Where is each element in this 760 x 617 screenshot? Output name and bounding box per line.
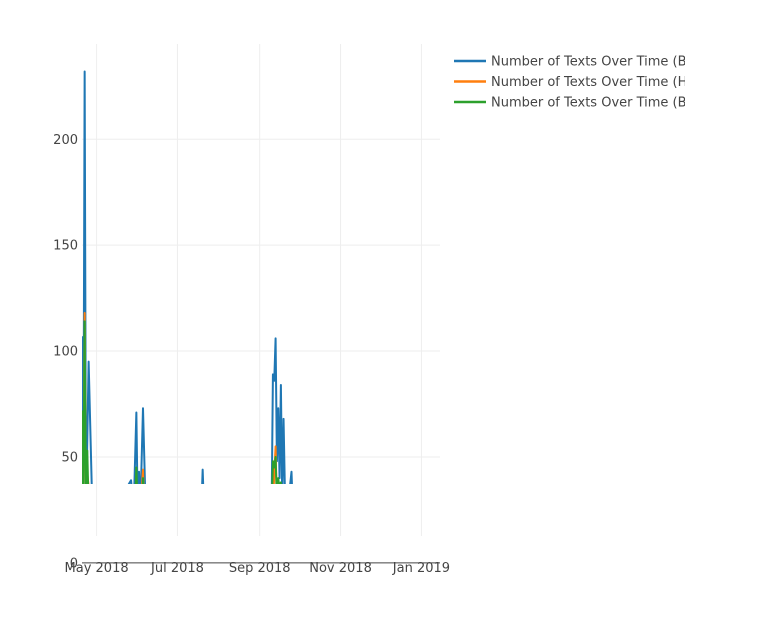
series-line-1 — [82, 70, 293, 484]
legend[interactable]: Number of Texts Over Time (B Number of Te… — [454, 55, 687, 111]
x-tick-label: May 2018 — [65, 561, 129, 576]
x-tick-label: Nov 2018 — [309, 561, 372, 576]
series-lines — [82, 70, 293, 484]
series-line-2 — [82, 311, 280, 484]
x-tick-label: Sep 2018 — [229, 561, 291, 576]
y-tick-label: 200 — [53, 133, 78, 148]
x-tick-label: Jul 2018 — [150, 561, 204, 576]
legend-label: Number of Texts Over Time (H — [491, 75, 687, 90]
legend-label: Number of Texts Over Time (B — [491, 96, 687, 111]
legend-label: Number of Texts Over Time (B — [491, 55, 687, 70]
y-tick-label: 100 — [53, 345, 78, 360]
y-tick-label: 150 — [53, 239, 78, 254]
legend-item-2[interactable]: Number of Texts Over Time (H — [454, 75, 687, 90]
y-tick-label: 0 — [70, 556, 78, 571]
legend-item-3[interactable]: Number of Texts Over Time (B — [454, 96, 687, 111]
x-tick-label: Jan 2019 — [392, 561, 450, 576]
legend-item-1[interactable]: Number of Texts Over Time (B — [454, 55, 687, 70]
y-tick-label: 50 — [61, 450, 78, 465]
y-axis-ticks: 0 50 100 150 200 — [53, 133, 78, 572]
x-axis-ticks: May 2018 Jul 2018 Sep 2018 Nov 2018 Jan 2019 — [65, 561, 451, 576]
series-line-3 — [82, 320, 282, 484]
